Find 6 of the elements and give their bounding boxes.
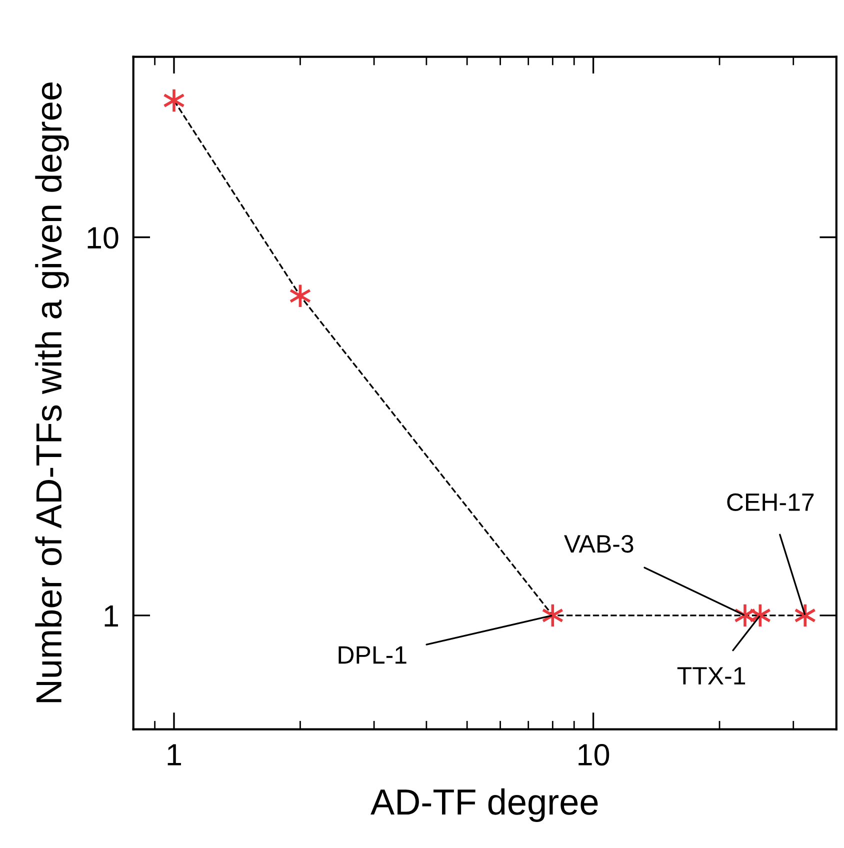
x-axis-title: AD-TF degree bbox=[370, 788, 598, 822]
annotation: DPL-1 bbox=[338, 646, 406, 664]
annotation: VAB-3 bbox=[564, 535, 634, 553]
annotation: TTX-1 bbox=[677, 667, 746, 684]
annotation: CEH-17 bbox=[727, 493, 814, 512]
y-axis-title: Number of AD-TFs with a given degree bbox=[35, 82, 69, 702]
